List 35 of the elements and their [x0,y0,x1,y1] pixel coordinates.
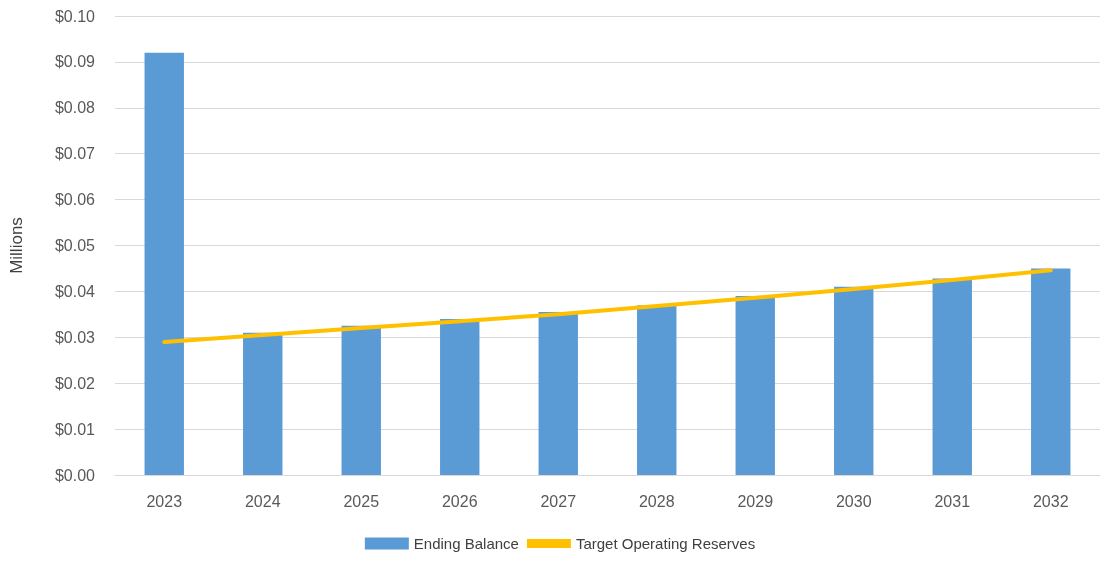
y-tick-label: $0.08 [54,99,96,117]
y-tick-label: $0.07 [54,145,96,163]
x-tick-label: 2030 [835,492,872,510]
x-tick-label: 2023 [146,492,183,510]
bar [341,325,381,475]
line-series [162,268,1053,344]
y-tick-label: $0.05 [54,237,96,254]
y-tick-label: $0.09 [54,53,96,71]
y-tick-label: $0.00 [54,466,96,484]
bar [834,286,874,475]
bar [440,318,480,475]
x-tick-label: 2027 [540,492,577,510]
y-tick-label: $0.06 [54,191,96,209]
x-tick-label: 2031 [934,492,971,510]
bar [637,305,677,475]
bar [1031,268,1071,475]
x-tick-label: 2025 [343,492,380,510]
y-tick-label: $0.10 [54,7,96,25]
bar [144,52,184,475]
y-tick-label: $0.04 [54,282,96,300]
bar [243,332,283,475]
bar [932,278,972,475]
y-axis-title: Millions [7,217,26,274]
bar [538,312,578,475]
x-tick-label: 2029 [737,492,774,510]
legend-label: Ending Balance [413,535,519,552]
bar [735,295,775,475]
y-tick-label: $0.02 [54,374,96,392]
y-tick-label: $0.01 [54,420,96,438]
x-tick-label: 2024 [244,492,281,510]
x-tick-label: 2028 [638,492,675,510]
x-tick-label: 2026 [441,492,478,510]
x-tick-label: 2032 [1032,492,1069,510]
y-tick-label: $0.03 [54,328,96,346]
legend-label: Target Operating Reserves [575,535,756,552]
